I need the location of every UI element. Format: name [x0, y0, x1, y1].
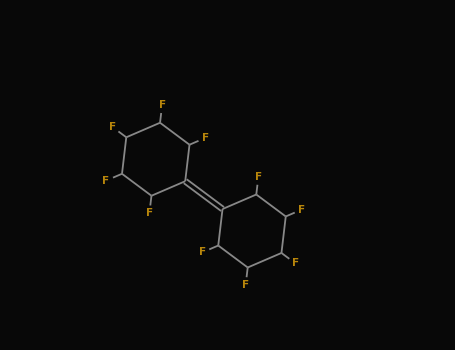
Text: F: F [102, 176, 110, 186]
Text: F: F [298, 204, 305, 215]
Text: F: F [146, 208, 153, 218]
Text: F: F [109, 122, 116, 132]
Text: F: F [158, 100, 166, 110]
Text: F: F [199, 247, 206, 258]
Text: F: F [292, 258, 299, 268]
Text: F: F [255, 172, 262, 182]
Text: F: F [202, 133, 209, 143]
Text: F: F [242, 280, 249, 290]
